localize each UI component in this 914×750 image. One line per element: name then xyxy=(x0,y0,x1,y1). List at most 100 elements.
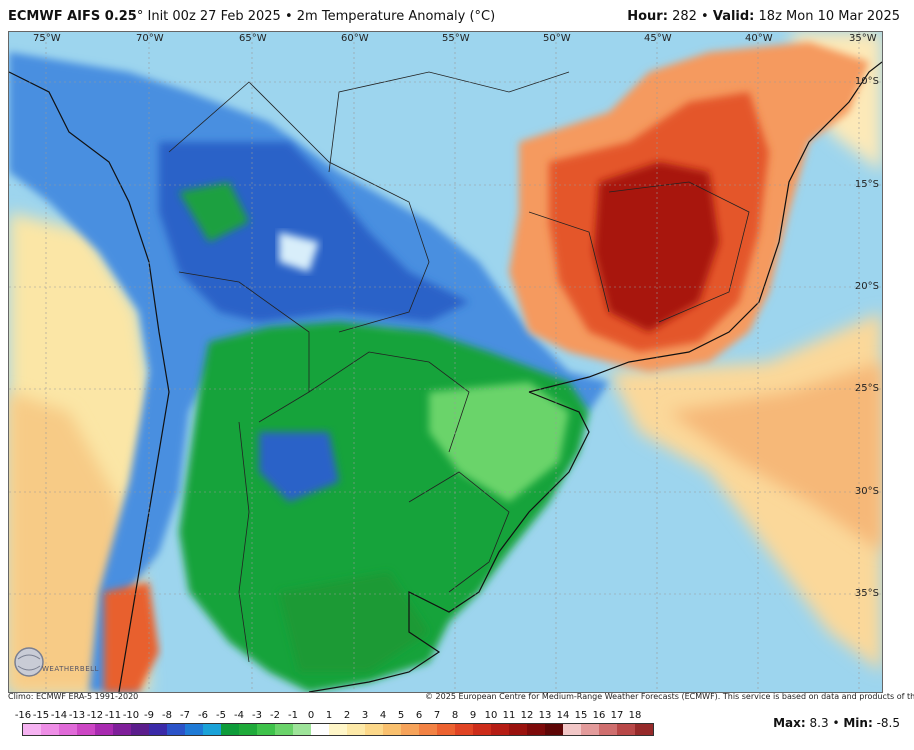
anomaly-map: 75°W 70°W 65°W 60°W 55°W 50°W 45°W 40°W … xyxy=(8,31,883,693)
valid-value: 18z Mon 10 Mar 2025 xyxy=(758,9,900,24)
colorbar-swatch xyxy=(527,724,545,735)
colorbar-swatch xyxy=(509,724,527,735)
colorbar-swatch xyxy=(203,724,221,735)
colorbar-label: -4 xyxy=(234,710,244,721)
colorbar-label: -13 xyxy=(68,710,86,721)
hour-label: Hour: xyxy=(627,9,668,24)
lon-label: 55°W xyxy=(442,33,470,44)
colorbar-swatch xyxy=(311,724,329,735)
logo-globe-icon xyxy=(14,647,44,677)
border-bolivia xyxy=(178,271,310,423)
colorbar-label: 16 xyxy=(592,710,606,721)
stats-separator: • xyxy=(832,716,840,730)
colorbar-label: 3 xyxy=(361,710,369,721)
colorbar-swatch xyxy=(185,724,203,735)
colorbar-label: 9 xyxy=(469,710,477,721)
valid-separator: • xyxy=(701,9,709,24)
colorbar-label: 14 xyxy=(556,710,570,721)
max-min-stats: Max: 8.3 • Min: -8.5 xyxy=(773,716,900,730)
lon-label: 60°W xyxy=(341,33,369,44)
colorbar-swatches xyxy=(22,723,654,736)
light-green-patch xyxy=(429,382,569,502)
colorbar-swatch xyxy=(563,724,581,735)
colorbar-swatch xyxy=(401,724,419,735)
valid-info: Hour: 282 • Valid: 18z Mon 10 Mar 2025 xyxy=(627,9,900,24)
lon-label: 35°W xyxy=(849,33,877,44)
lat-label: 30°S xyxy=(854,486,879,497)
weatherbell-logo: WEATHERBELL xyxy=(12,645,98,679)
border-north xyxy=(328,71,570,173)
colorbar-swatch xyxy=(455,724,473,735)
atlantic-warm-core xyxy=(669,362,882,552)
colorbar-swatch xyxy=(347,724,365,735)
max-label: Max: xyxy=(773,716,806,730)
min-label: Min: xyxy=(843,716,873,730)
colorbar-swatch xyxy=(221,724,239,735)
colorbar-swatch xyxy=(293,724,311,735)
colorbar-label: 1 xyxy=(325,710,333,721)
colorbar-label: -10 xyxy=(122,710,140,721)
colorbar-label: 7 xyxy=(433,710,441,721)
colorbar-swatch xyxy=(491,724,509,735)
logo-text: WEATHERBELL xyxy=(42,665,99,673)
green-patch-andes xyxy=(179,182,249,242)
colorbar-swatch xyxy=(41,724,59,735)
header: ECMWF AIFS 0.25° Init 00z 27 Feb 2025 • … xyxy=(0,0,914,30)
colorbar-label: 12 xyxy=(520,710,534,721)
colorbar-label: 17 xyxy=(610,710,624,721)
colorbar-swatch xyxy=(599,724,617,735)
colorbar-label: -14 xyxy=(50,710,68,721)
lon-label: 75°W xyxy=(33,33,61,44)
colorbar-label: -15 xyxy=(32,710,50,721)
border-goias xyxy=(528,211,610,313)
colorbar-swatch xyxy=(131,724,149,735)
border-chile-argentina xyxy=(238,421,250,663)
colorbar-label: -11 xyxy=(104,710,122,721)
colorbar-label: 13 xyxy=(538,710,552,721)
colorbar-label: 18 xyxy=(628,710,642,721)
cold-anomaly-core xyxy=(159,142,469,322)
climo-note: Climo: ECMWF ERA-5 1991-2020 xyxy=(8,692,139,701)
max-value: 8.3 xyxy=(809,716,829,730)
colorbar-swatch xyxy=(149,724,167,735)
colorbar-swatch xyxy=(23,724,41,735)
east-coastline-north xyxy=(528,61,882,393)
colorbar-label: -12 xyxy=(86,710,104,721)
map-title: ECMWF AIFS 0.25° Init 00z 27 Feb 2025 • … xyxy=(8,9,495,24)
lon-label: 40°W xyxy=(745,33,773,44)
colorbar-swatch xyxy=(437,724,455,735)
colorbar-swatch xyxy=(545,724,563,735)
hour-value: 282 xyxy=(672,9,697,24)
border-uruguay xyxy=(408,471,510,593)
lat-label: 20°S xyxy=(854,281,879,292)
border-paraguay xyxy=(308,351,470,453)
colorbar-swatch xyxy=(329,724,347,735)
lat-label: 15°S xyxy=(854,179,879,190)
lon-label: 50°W xyxy=(543,33,571,44)
colorbar-swatch xyxy=(77,724,95,735)
lon-label: 70°W xyxy=(136,33,164,44)
graticule xyxy=(9,32,882,692)
colorbar-swatch xyxy=(239,724,257,735)
colorbar-label: 11 xyxy=(502,710,516,721)
blue-patch-argentina xyxy=(259,432,339,502)
lon-label: 45°W xyxy=(644,33,672,44)
colorbar-label: 6 xyxy=(415,710,423,721)
chile-warm-strip xyxy=(104,582,159,692)
colorbar-swatch xyxy=(59,724,77,735)
colorbar-swatch xyxy=(617,724,635,735)
colorbar-label: 4 xyxy=(379,710,387,721)
min-value: -8.5 xyxy=(876,716,900,730)
lon-label: 65°W xyxy=(239,33,267,44)
warm-anomaly-core xyxy=(594,162,719,332)
copyright-note: © 2025 European Centre for Medium-Range … xyxy=(425,692,914,701)
colorbar-label: 8 xyxy=(451,710,459,721)
colorbar-swatch xyxy=(95,724,113,735)
colorbar-label: -2 xyxy=(270,710,280,721)
colorbar-swatch xyxy=(581,724,599,735)
colorbar-label: -8 xyxy=(162,710,172,721)
colorbar-swatch xyxy=(419,724,437,735)
colorbar-swatch xyxy=(113,724,131,735)
degree-symbol: ° xyxy=(136,9,144,24)
model-name: ECMWF AIFS 0.25 xyxy=(8,9,137,24)
